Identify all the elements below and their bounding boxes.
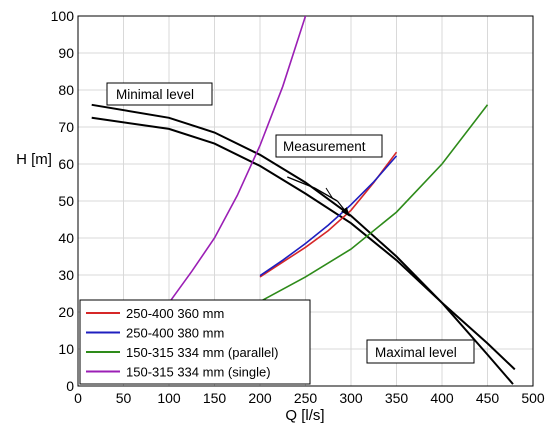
annotation-measurement: Measurement (275, 134, 383, 158)
y-tick-label: 100 (51, 8, 75, 24)
annotation-measurement-text: Measurement (283, 139, 366, 154)
x-tick-label: 450 (476, 390, 500, 406)
y-tick-label: 60 (58, 156, 74, 172)
y-tick-label: 90 (58, 45, 74, 61)
x-tick-label: 250 (294, 390, 318, 406)
series-line-0 (259, 151, 398, 278)
series-line-3 (168, 16, 307, 304)
x-tick-label: 100 (157, 390, 181, 406)
legend-label-1: 250-400 380 mm (126, 326, 224, 341)
y-tick-label: 40 (58, 230, 74, 246)
x-axis-title: Q [l/s] (285, 407, 324, 424)
system-curve-1 (91, 116, 516, 371)
y-tick-label: 10 (58, 341, 74, 357)
series-line-1 (259, 155, 398, 277)
measurement-arrow (336, 200, 350, 217)
x-tick-labels: 0 50 100 150 200 250 300 350 400 450 500 (74, 390, 545, 406)
legend-label-2: 150-315 334 mm (parallel) (126, 345, 278, 360)
y-tick-label: 30 (58, 267, 74, 283)
x-tick-label: 150 (203, 390, 227, 406)
x-tick-label: 350 (385, 390, 409, 406)
x-tick-label: 200 (248, 390, 272, 406)
x-tick-label: 500 (521, 390, 545, 406)
y-tick-label: 0 (66, 378, 74, 394)
measurement-line (287, 176, 338, 202)
x-tick-label: 0 (74, 390, 82, 406)
measurement-pointer (325, 187, 334, 200)
y-tick-label: 50 (58, 193, 74, 209)
x-tick-label: 50 (116, 390, 132, 406)
legend-label-3: 150-315 334 mm (single) (126, 365, 271, 380)
y-axis-title: H [m] (16, 151, 52, 168)
system-curve-0 (91, 103, 514, 385)
x-tick-label: 300 (339, 390, 363, 406)
legend-label-0: 250-400 360 mm (126, 306, 224, 321)
series-line-2 (259, 104, 489, 303)
y-tick-label: 20 (58, 304, 74, 320)
annotation-minimal-level-text: Minimal level (116, 87, 194, 102)
legend: 250-400 360 mm 250-400 380 mm 150-315 334 … (79, 299, 311, 385)
y-tick-label: 80 (58, 82, 74, 98)
series-layer (91, 16, 516, 385)
y-tick-labels: 0 10 20 30 40 50 60 70 80 90 100 (51, 8, 75, 394)
x-tick-label: 400 (430, 390, 454, 406)
y-tick-label: 70 (58, 119, 74, 135)
annotation-minimal-level: Minimal level (106, 82, 213, 106)
annotation-maximal-level: Maximal level (366, 339, 475, 364)
annotation-maximal-level-text: Maximal level (375, 345, 457, 360)
